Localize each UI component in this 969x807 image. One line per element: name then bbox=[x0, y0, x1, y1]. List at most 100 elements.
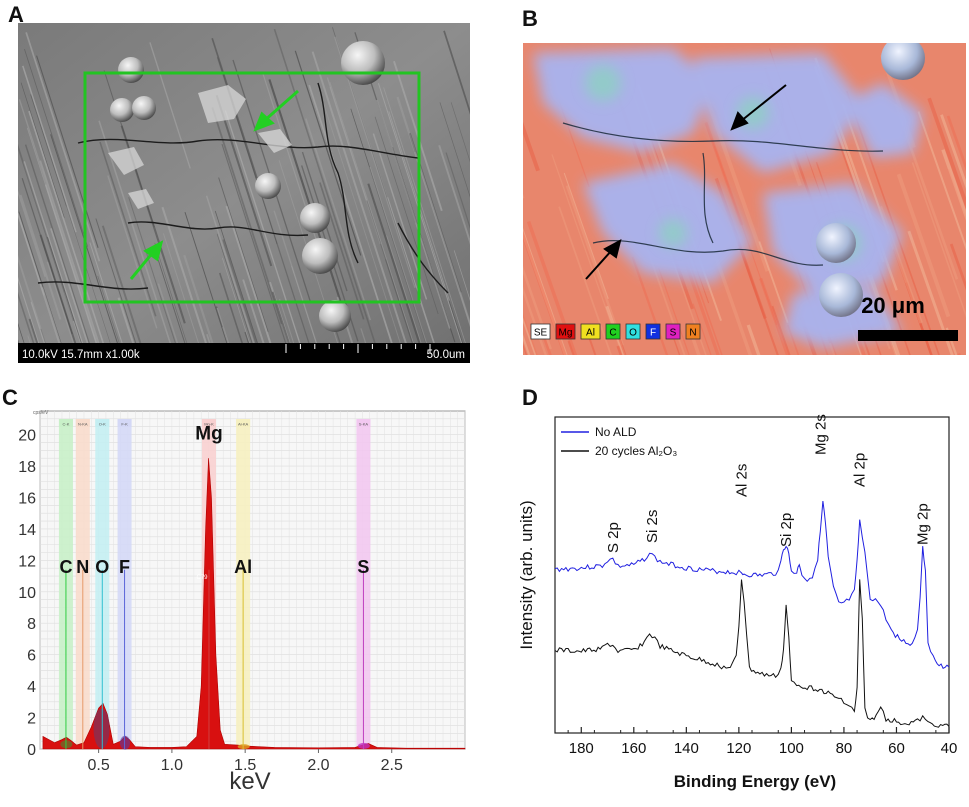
scratch-line bbox=[305, 118, 372, 321]
legend-swatch-mg bbox=[555, 323, 576, 340]
texture-line bbox=[869, 325, 882, 355]
x-tick-label: 40 bbox=[941, 740, 958, 757]
particle bbox=[300, 203, 330, 233]
legend-swatch-al bbox=[580, 323, 601, 340]
y-tick-label: 8 bbox=[27, 616, 36, 633]
eds-scale-label: 20 μm bbox=[861, 293, 925, 318]
element-tag-al: Al-KA bbox=[238, 422, 249, 427]
texture-line bbox=[526, 220, 578, 355]
texture-line bbox=[732, 228, 779, 355]
sem-cracks bbox=[37, 82, 449, 294]
sem-bright-debris bbox=[108, 85, 292, 209]
y-tick-label: 16 bbox=[18, 490, 36, 507]
texture-line bbox=[657, 267, 690, 355]
xps-legend: No ALD 20 cycles Al₂O₃ bbox=[561, 425, 677, 458]
x-tick-label: 120 bbox=[726, 740, 751, 757]
element-tag-f: F-K bbox=[121, 422, 128, 427]
panel-label-c: C bbox=[2, 385, 18, 410]
texture-line bbox=[911, 162, 966, 318]
scratch-line bbox=[25, 32, 101, 262]
scratch-line bbox=[162, 233, 206, 363]
scratch-line bbox=[149, 42, 191, 169]
scratch-line bbox=[221, 143, 292, 362]
scratch-line bbox=[18, 189, 46, 277]
region-of-interest-box bbox=[83, 71, 421, 304]
scratch-line bbox=[375, 99, 451, 329]
scratch-line bbox=[18, 255, 53, 363]
scratch-line bbox=[234, 112, 278, 245]
element-tag-bg-f bbox=[117, 419, 132, 427]
texture-line bbox=[896, 173, 951, 318]
eds-x-axis-label: keV bbox=[229, 768, 270, 795]
scratch-line bbox=[271, 291, 297, 363]
element-tag-bg-o bbox=[95, 419, 110, 427]
element-label-al: Al bbox=[234, 557, 252, 577]
texture-line bbox=[759, 277, 790, 355]
particle bbox=[110, 98, 134, 122]
scratch-line bbox=[18, 212, 65, 359]
scratch-line bbox=[450, 102, 470, 163]
element-tag-s: S-KA bbox=[359, 422, 369, 427]
element-tag-bg-s bbox=[356, 419, 371, 427]
texture-line bbox=[523, 312, 538, 355]
eds-units-tag: cps/eV bbox=[33, 410, 49, 416]
scratch-line bbox=[211, 107, 283, 325]
element-label-n: N bbox=[76, 557, 89, 577]
x-tick-label: 1.5 bbox=[234, 757, 256, 774]
legend-swatch-c bbox=[605, 323, 621, 340]
scratch-line bbox=[215, 95, 273, 267]
scratch-line bbox=[279, 298, 301, 363]
scratch-line bbox=[383, 87, 470, 359]
scratch-line bbox=[396, 96, 470, 328]
particle bbox=[302, 238, 338, 274]
scratch-line bbox=[329, 86, 381, 245]
scratch-line bbox=[24, 144, 97, 363]
particle bbox=[816, 223, 856, 263]
element-tag-n: N-KA bbox=[78, 422, 88, 427]
element-label-mg: Mg bbox=[195, 423, 222, 444]
eds-peak-annotation: C79 bbox=[196, 575, 208, 581]
texture-line bbox=[565, 185, 624, 346]
scratch-line bbox=[128, 197, 183, 363]
texture-line bbox=[904, 282, 933, 355]
element-tag-c: C-K bbox=[62, 422, 69, 427]
scratch-line bbox=[278, 160, 345, 363]
element-tag-bg-al bbox=[236, 419, 251, 427]
eds-map-image: SE Mg Al C O F S N 20 μm bbox=[523, 43, 966, 355]
particle bbox=[881, 43, 925, 80]
y-tick-label: 12 bbox=[18, 553, 36, 570]
texture-line bbox=[787, 324, 800, 355]
overlap-peak-o bbox=[93, 708, 110, 749]
scratch-line bbox=[311, 51, 414, 363]
legend-label-se: SE bbox=[534, 328, 548, 339]
element-label-o: O bbox=[95, 557, 109, 577]
series-no-ald bbox=[554, 501, 950, 669]
eds-oxygen-regions bbox=[533, 48, 923, 348]
scratch-line bbox=[218, 177, 269, 333]
x-tick-label: 100 bbox=[779, 740, 804, 757]
legend-label-f: F bbox=[650, 328, 656, 339]
crack-arrow bbox=[253, 89, 299, 132]
legend-label-o: O bbox=[629, 328, 637, 339]
scratch-line bbox=[369, 166, 434, 363]
scratch-line bbox=[273, 28, 378, 351]
texture-line bbox=[563, 172, 609, 300]
sem-info-bar bbox=[18, 343, 470, 363]
x-tick-label: 180 bbox=[569, 740, 594, 757]
y-tick-label: 10 bbox=[18, 585, 36, 602]
y-tick-label: 14 bbox=[18, 522, 36, 539]
y-tick-label: 0 bbox=[27, 742, 36, 759]
sem-image: 10.0kV 15.7mm x1.00k 50.0um bbox=[18, 23, 470, 363]
element-tag-bg-n bbox=[75, 419, 90, 427]
element-label-s: S bbox=[357, 557, 369, 577]
texture-line bbox=[941, 149, 966, 221]
scratch-line bbox=[50, 134, 125, 363]
texture-line bbox=[551, 154, 623, 355]
xps-peak-labels: S 2p Si 2s Al 2s Si 2p Mg 2s Al 2p Mg 2p bbox=[605, 414, 932, 553]
scratch-line bbox=[414, 151, 470, 327]
eds-spectrum-chart: C-K N-KA O-K F-K Mg-K Al-KA S-KA C N O F Mg Al S 0 2 4… bbox=[18, 410, 466, 795]
scratch-line bbox=[47, 236, 89, 363]
legend-label-s: S bbox=[670, 328, 677, 339]
texture-line bbox=[940, 114, 966, 190]
x-tick-label: 2.0 bbox=[307, 757, 329, 774]
